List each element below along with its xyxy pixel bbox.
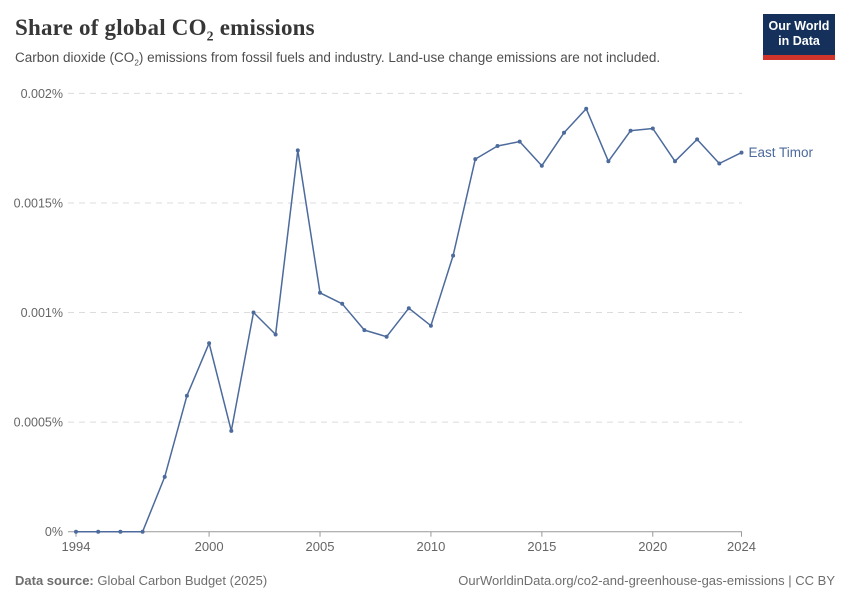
- data-point-2005[interactable]: [318, 290, 322, 295]
- data-point-2022[interactable]: [695, 137, 700, 142]
- x-axis-label: 1994: [62, 539, 91, 554]
- data-point-1994[interactable]: [74, 529, 78, 534]
- data-point-2009[interactable]: [406, 306, 411, 311]
- data-point-1996[interactable]: [118, 529, 123, 534]
- y-axis-label: 0%: [45, 525, 63, 539]
- data-source: Data source: Global Carbon Budget (2025): [15, 573, 267, 588]
- y-axis-label: 0.0005%: [14, 416, 63, 430]
- x-axis-label: 2024: [727, 539, 756, 554]
- series-line: [76, 107, 742, 533]
- data-point-1999[interactable]: [184, 393, 189, 398]
- data-point-2020[interactable]: [650, 126, 655, 131]
- data-point-2010[interactable]: [428, 323, 433, 328]
- data-point-2001[interactable]: [229, 428, 234, 433]
- x-axis-label: 2020: [638, 539, 667, 554]
- data-point-2021[interactable]: [673, 159, 677, 164]
- data-point-2007[interactable]: [362, 328, 367, 333]
- x-axis-label: 2010: [416, 539, 445, 554]
- data-point-1997[interactable]: [140, 529, 145, 534]
- data-point-2015[interactable]: [539, 163, 544, 168]
- chart-subtitle: Carbon dioxide (CO2) emissions from foss…: [15, 49, 661, 68]
- data-source-label: Data source:: [15, 573, 94, 588]
- y-axis-label: 0.002%: [21, 87, 63, 101]
- subtitle-subscript: 2: [134, 58, 139, 68]
- data-point-2013[interactable]: [495, 144, 500, 148]
- data-point-1998[interactable]: [162, 474, 167, 479]
- title-subscript: 2: [206, 28, 214, 44]
- chart-titles: Share of global CO2 emissions Carbon dio…: [15, 14, 661, 68]
- line-chart-svg: 0% 0.0005% 0.001% 0.0015% 0.002% 1994 2000 2005…: [14, 87, 814, 554]
- data-point-2023[interactable]: [717, 161, 722, 166]
- owid-logo-line2: in Data: [778, 34, 820, 48]
- data-point-2000[interactable]: [207, 341, 212, 346]
- data-point-2008[interactable]: [384, 334, 389, 339]
- data-point-2002[interactable]: [251, 310, 256, 315]
- x-axis-label: 2005: [306, 539, 335, 554]
- chart-footer: Data source: Global Carbon Budget (2025)…: [15, 573, 835, 588]
- citation-link[interactable]: OurWorldinData.org/co2-and-greenhouse-ga…: [458, 573, 835, 588]
- data-point-2004[interactable]: [295, 148, 300, 153]
- data-point-2006[interactable]: [340, 301, 345, 306]
- data-point-1995[interactable]: [96, 529, 101, 534]
- data-point-2016[interactable]: [562, 130, 566, 135]
- data-point-2018[interactable]: [606, 159, 611, 164]
- x-axis-label: 2000: [195, 539, 224, 554]
- y-axis-label: 0.0015%: [14, 196, 63, 210]
- owid-logo[interactable]: Our World in Data: [763, 14, 835, 60]
- entity-label[interactable]: East Timor: [749, 145, 814, 160]
- data-point-2024[interactable]: [739, 150, 744, 155]
- data-point-2019[interactable]: [628, 128, 633, 133]
- y-axis-label: 0.001%: [21, 306, 63, 320]
- data-source-value: Global Carbon Budget (2025): [97, 573, 268, 588]
- data-point-2012[interactable]: [473, 157, 478, 162]
- data-point-2014[interactable]: [517, 139, 522, 144]
- chart-title: Share of global CO2 emissions: [15, 15, 315, 44]
- data-point-2017[interactable]: [584, 106, 589, 111]
- data-point-2011[interactable]: [451, 253, 456, 258]
- owid-logo-line1: Our World: [768, 19, 830, 33]
- chart-header: Share of global CO2 emissions Carbon dio…: [0, 0, 850, 68]
- x-axis-label: 2015: [527, 539, 556, 554]
- data-point-2003[interactable]: [273, 332, 278, 337]
